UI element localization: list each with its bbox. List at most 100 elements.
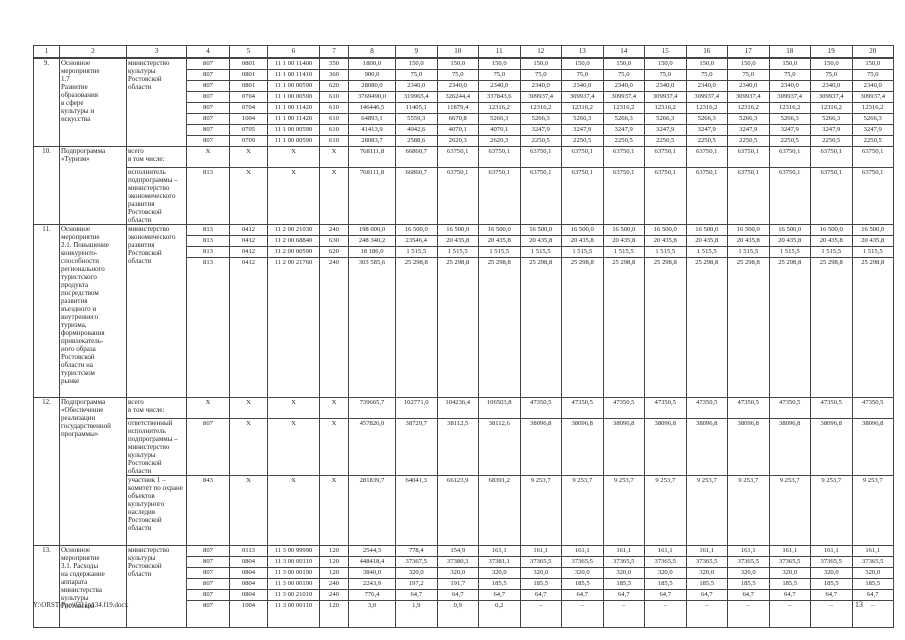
budget-code-cell: 0804 [229, 577, 268, 590]
amount-cell: 319965,4 [395, 90, 438, 103]
amount-cell: 75,0 [561, 68, 604, 81]
table-row: 13. Основное мероприятие 3.1. Расходы на … [33, 544, 894, 628]
amount-cell: 161,1 [685, 544, 728, 557]
amount-cell: 2620,3 [478, 134, 521, 147]
budget-code-cell: 807 [186, 90, 230, 103]
column-header: 9 [395, 45, 438, 59]
amount-cell: 64041,3 [395, 474, 438, 546]
budget-code-cell: 11 1 00 00590 [267, 134, 320, 147]
row-number-cell: 9. [33, 57, 60, 147]
amount-cell: 75,0 [519, 68, 562, 81]
amount-cell: 4070,1 [478, 123, 521, 136]
amount-cell: 25 298,8 [519, 256, 562, 398]
executor-cell: всего в том числе: [126, 145, 187, 168]
amount-cell: 2340,0 [395, 79, 438, 92]
budget-code-cell: 620 [319, 79, 349, 92]
budget-code-cell: 11 1 00 11420 [267, 101, 320, 114]
amount-cell: 1800,0 [348, 57, 396, 70]
amount-cell: 2588,6 [395, 134, 438, 147]
budget-code-cell: 807 [186, 566, 230, 579]
amount-cell: 320,0 [768, 566, 811, 579]
amount-cell: 64,7 [478, 588, 521, 601]
budget-code-cell: 120 [319, 599, 349, 628]
amount-cell: 20 435,8 [644, 234, 687, 247]
budget-code-cell: 610 [319, 112, 349, 125]
column-header: 13 [561, 45, 604, 59]
amount-cell: 2340,0 [727, 79, 770, 92]
budget-code-cell: X [267, 417, 320, 476]
amount-cell: 2250,5 [602, 134, 645, 147]
budget-code-cell: 11 1 00 11410 [267, 68, 320, 81]
budget-code-cell: 11 1 00 00590 [267, 90, 320, 103]
amount-cell: 63750,1 [851, 166, 894, 225]
amount-cell: 37365,5 [519, 555, 562, 568]
budget-code-cell: 11 1 00 00590 [267, 79, 320, 92]
amount-cell: 2250,5 [727, 134, 770, 147]
amount-cell: 37381,1 [478, 555, 521, 568]
amount-cell: 63750,1 [519, 166, 562, 225]
amount-cell: 64,7 [602, 588, 645, 601]
amount-cell: 63750,1 [519, 145, 562, 168]
amount-cell: 63750,1 [810, 145, 853, 168]
budget-code-cell: X [229, 474, 268, 546]
amount-cell: 768111,8 [348, 166, 396, 225]
amount-cell: 11405,1 [395, 101, 438, 114]
table-row: исполнитель подпрограммы – министерство … [34, 166, 894, 225]
amount-cell: 185,5 [561, 577, 604, 590]
budget-code-cell: 0801 [229, 57, 268, 70]
budget-code-cell: 807 [186, 79, 230, 92]
amount-cell: 12316,2 [851, 101, 894, 114]
executor-cell: министерство экономического развития Рос… [126, 223, 187, 398]
amount-cell: 25 298,8 [561, 256, 604, 398]
amount-cell: 185,5 [478, 577, 521, 590]
amount-cell: 63750,1 [436, 145, 479, 168]
amount-cell: 1 515,5 [478, 245, 521, 258]
amount-cell: 37365,5 [727, 555, 770, 568]
amount-cell: 5266,3 [851, 112, 894, 125]
amount-cell: 150,0 [851, 57, 894, 70]
amount-cell: 25 298,8 [478, 256, 521, 398]
amount-cell: 161,1 [851, 544, 894, 557]
amount-cell: 28083,7 [348, 134, 396, 147]
table-row: 9. Основное мероприятие 1.7 Развитие обра… [33, 57, 894, 147]
budget-code-cell: 610 [319, 134, 349, 147]
amount-cell: 66860,7 [395, 166, 438, 225]
amount-cell: 185,5 [768, 577, 811, 590]
budget-code-cell: 807 [186, 101, 230, 114]
amount-cell: 150,0 [768, 57, 811, 70]
amount-cell: 303 585,6 [348, 256, 396, 398]
budget-code-cell: 11 3 00 21010 [267, 588, 320, 601]
amount-cell: 64,7 [851, 588, 894, 601]
amount-cell: 20 435,8 [727, 234, 770, 247]
amount-cell: – [644, 599, 687, 628]
amount-cell: 150,0 [395, 57, 438, 70]
amount-cell: 20 435,8 [478, 234, 521, 247]
amount-cell: 2250,5 [644, 134, 687, 147]
amount-cell: 161,1 [810, 544, 853, 557]
amount-cell: 63750,1 [727, 145, 770, 168]
budget-code-cell: 807 [186, 577, 230, 590]
amount-cell: 3,0 [348, 599, 396, 628]
budget-code-cell: 807 [186, 123, 230, 136]
amount-cell: 47350,5 [768, 396, 811, 419]
amount-cell: 320,0 [685, 566, 728, 579]
budget-code-cell: X [186, 145, 230, 168]
budget-code-cell: X [267, 166, 320, 225]
column-header: 20 [851, 45, 894, 59]
amount-cell: 161,1 [519, 544, 562, 557]
table-row: 12. Подпрограмма «Обеспечение реализации … [33, 396, 894, 546]
amount-cell: 20 435,8 [768, 234, 811, 247]
amount-cell: 9 253,7 [644, 474, 687, 546]
budget-code-cell: X [229, 145, 268, 168]
amount-cell: 768111,8 [348, 145, 396, 168]
amount-cell: 25 298,8 [395, 256, 438, 398]
amount-cell: 3247,9 [768, 123, 811, 136]
amount-cell: 12316,2 [519, 101, 562, 114]
amount-cell: 9 253,7 [561, 474, 604, 546]
amount-cell: 16 500,0 [395, 223, 438, 236]
amount-cell: 68391,2 [478, 474, 521, 546]
table-row: 807 1004 11 3 00 00110 120 3,0 1,9 0,9 0,2– – – – –… [34, 599, 894, 628]
amount-cell: 185,5 [519, 577, 562, 590]
amount-cell: 2620,3 [436, 134, 479, 147]
amount-cell: 41413,9 [348, 123, 396, 136]
